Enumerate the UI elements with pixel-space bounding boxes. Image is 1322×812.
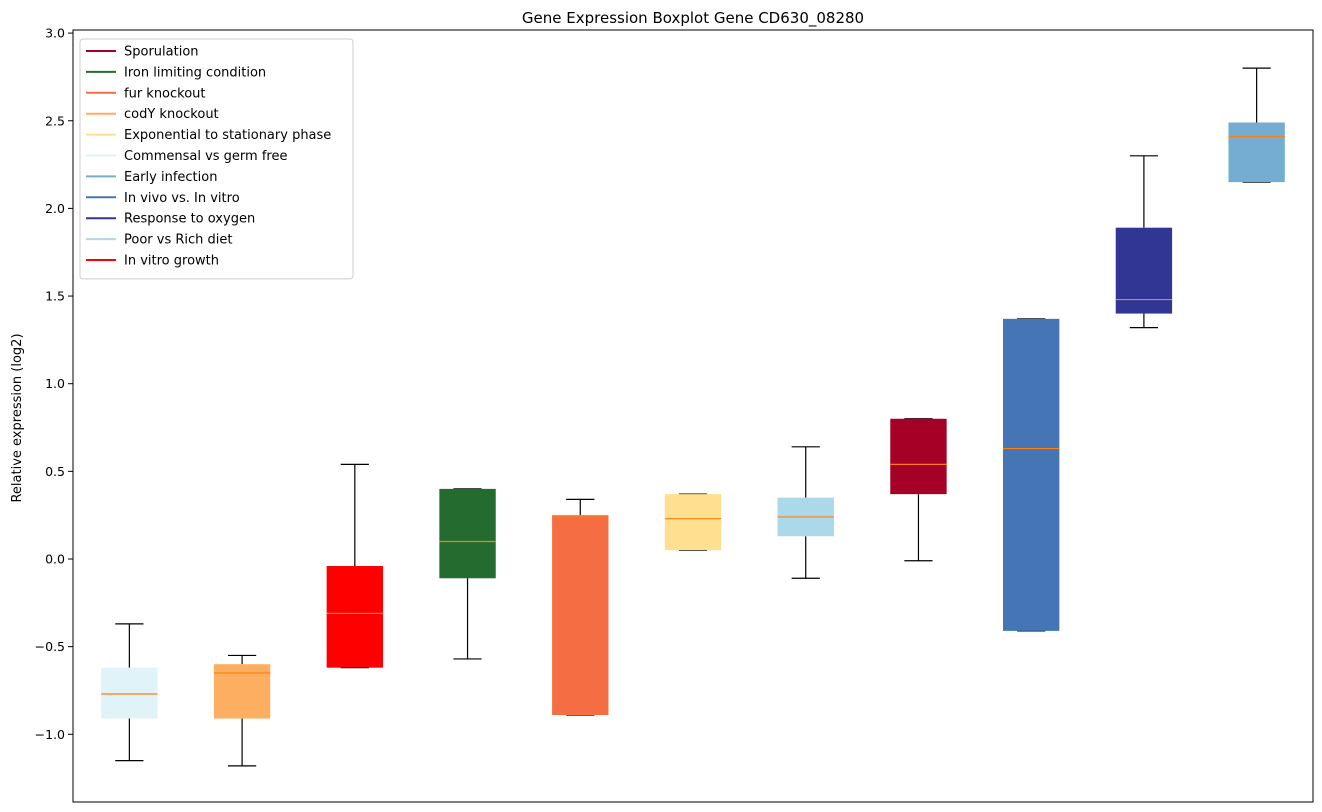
legend-item: In vivo vs. In vitro [86,191,240,206]
legend-item: Commensal vs germ free [86,149,287,164]
y-tick-label: −1.0 [35,727,65,742]
legend-label: Exponential to stationary phase [124,128,331,143]
chart-title: Gene Expression Boxplot Gene CD630_08280 [522,9,864,28]
y-tick-label: 1.5 [45,289,65,304]
box-8 [890,418,947,562]
y-axis-label: Relative expression (log2) [10,333,25,502]
box-4 [439,488,496,660]
legend-item: Sporulation [86,45,199,60]
box-body [664,494,722,551]
box-body [552,515,609,716]
box-body [439,488,496,579]
legend-label: fur knockout [124,86,206,101]
legend-label: In vitro growth [124,254,219,269]
box-3 [326,463,383,669]
legend-item: Response to oxygen [86,212,255,227]
legend: Sporulation Iron limiting condition fur kn… [79,38,354,280]
y-tick-label: 0.0 [45,552,65,567]
legend-frame [79,38,354,280]
box-body [326,566,383,668]
legend-item: Exponential to stationary phase [86,128,331,143]
y-tick-label: 1.0 [45,376,65,391]
box-body [101,667,158,719]
legend-item: fur knockout [86,86,206,101]
box-10 [1115,155,1173,329]
legend-label: Early infection [124,170,217,185]
legend-label: Response to oxygen [124,212,255,227]
box-2 [213,654,271,767]
box-body [213,664,271,719]
plot-area: −1.0 −0.5 0.0 0.5 1.0 1.5 2.0 2.5 3.0 [35,26,1314,803]
box-11 [1228,67,1285,183]
legend-label: codY knockout [124,107,219,122]
y-tick-label: −0.5 [35,639,65,654]
legend-label: Commensal vs germ free [124,149,287,164]
box-body [1115,227,1173,314]
box-7 [777,446,834,579]
legend-label: In vivo vs. In vitro [124,191,240,206]
legend-item: Poor vs Rich diet [86,233,232,248]
y-tick-label: 2.5 [45,113,65,128]
box-body [1003,318,1060,631]
y-tick-label: 2.0 [45,201,65,216]
legend-item: codY knockout [86,107,219,122]
box-6 [664,493,722,551]
legend-label: Sporulation [124,45,199,60]
legend-item: In vitro growth [86,254,219,269]
legend-item: Iron limiting condition [86,65,266,80]
box-body [890,418,947,495]
y-tick-label: 3.0 [45,26,65,41]
legend-label: Poor vs Rich diet [124,233,232,248]
box-9 [1003,318,1060,632]
legend-label: Iron limiting condition [124,65,266,80]
plot-frame [72,29,1314,803]
box-5 [552,498,609,716]
box-1 [101,623,158,762]
y-tick-label: 0.5 [45,464,65,479]
box-body [1228,122,1285,183]
legend-item: Early infection [86,170,217,185]
